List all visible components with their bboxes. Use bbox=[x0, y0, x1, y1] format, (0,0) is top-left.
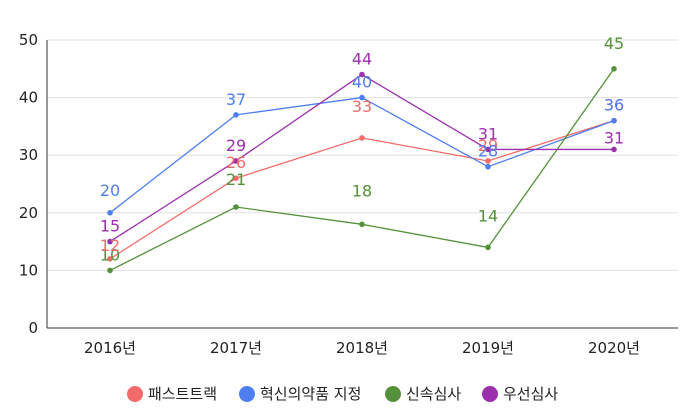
data-point bbox=[233, 158, 239, 164]
data-point bbox=[233, 204, 239, 210]
data-label: 26 bbox=[226, 153, 246, 172]
data-point bbox=[233, 175, 239, 182]
y-tick-label: 20 bbox=[19, 204, 38, 222]
x-tick-label: 2020년 bbox=[588, 339, 640, 357]
data-label: 29 bbox=[478, 136, 498, 155]
data-label: 28 bbox=[478, 142, 498, 161]
data-point bbox=[485, 146, 491, 153]
legend-label: 우선심사 bbox=[503, 385, 558, 403]
x-tick-labels: 2016년 2017년 2018년 2019년 2020년 bbox=[84, 339, 640, 357]
legend[interactable]: 패스트트랙 혁신의약품 지정 신속심사 우선심사 bbox=[127, 385, 558, 403]
legend-marker bbox=[385, 386, 401, 402]
legend-item[interactable]: 우선심사 bbox=[482, 385, 558, 403]
legend-marker bbox=[482, 386, 498, 402]
legend-label: 패스트트랙 bbox=[148, 385, 217, 403]
data-point bbox=[485, 158, 491, 164]
legend-marker bbox=[239, 386, 255, 402]
data-point bbox=[359, 71, 365, 78]
data-label: 10 bbox=[100, 245, 120, 264]
data-label: 21 bbox=[226, 170, 246, 189]
data-label: 14 bbox=[478, 206, 498, 225]
y-tick-labels: 0 10 20 30 40 50 bbox=[19, 31, 38, 337]
legend-label: 혁신의약품 지정 bbox=[260, 385, 361, 403]
x-tick-label: 2016년 bbox=[84, 339, 136, 357]
data-point bbox=[359, 94, 365, 101]
data-point bbox=[359, 221, 365, 228]
data-point bbox=[611, 146, 617, 153]
legend-item[interactable]: 신속심사 bbox=[385, 385, 461, 403]
x-tick-label: 2017년 bbox=[210, 339, 262, 357]
data-point bbox=[611, 117, 617, 124]
data-label: 36 bbox=[604, 96, 624, 115]
data-label: 12 bbox=[100, 236, 120, 255]
y-tick-label: 50 bbox=[19, 31, 38, 49]
data-label: 44 bbox=[352, 50, 372, 69]
data-point bbox=[611, 66, 617, 72]
data-point bbox=[107, 210, 113, 216]
x-tick-label: 2019년 bbox=[462, 339, 514, 357]
axes bbox=[46, 40, 678, 329]
data-point bbox=[107, 256, 113, 262]
data-point bbox=[233, 112, 239, 118]
data-label: 45 bbox=[604, 34, 624, 53]
legend-item[interactable]: 패스트트랙 bbox=[127, 385, 217, 403]
data-point bbox=[485, 163, 491, 170]
y-tick-label: 0 bbox=[28, 319, 38, 337]
data-label: 20 bbox=[100, 181, 120, 200]
data-label: 36 bbox=[604, 96, 624, 115]
y-tick-label: 40 bbox=[19, 89, 38, 107]
data-label: 31 bbox=[604, 128, 624, 147]
series-lines bbox=[107, 66, 617, 274]
data-label: 37 bbox=[226, 90, 246, 109]
gridlines bbox=[47, 39, 678, 271]
data-point bbox=[107, 238, 113, 245]
data-label: 33 bbox=[352, 97, 372, 116]
legend-item[interactable]: 혁신의약품 지정 bbox=[239, 385, 361, 403]
data-label: 18 bbox=[352, 181, 372, 200]
legend-marker bbox=[127, 386, 143, 402]
data-label: 31 bbox=[478, 124, 498, 143]
y-tick-label: 30 bbox=[19, 146, 38, 164]
data-label: 15 bbox=[100, 217, 120, 236]
data-point bbox=[485, 244, 491, 251]
x-tick-label: 2018년 bbox=[336, 339, 388, 357]
data-point bbox=[359, 135, 365, 141]
legend-label: 신속심사 bbox=[406, 385, 461, 403]
y-tick-label: 10 bbox=[19, 261, 38, 279]
data-label: 40 bbox=[352, 73, 372, 92]
data-label: 29 bbox=[226, 136, 246, 155]
data-point bbox=[107, 267, 113, 274]
